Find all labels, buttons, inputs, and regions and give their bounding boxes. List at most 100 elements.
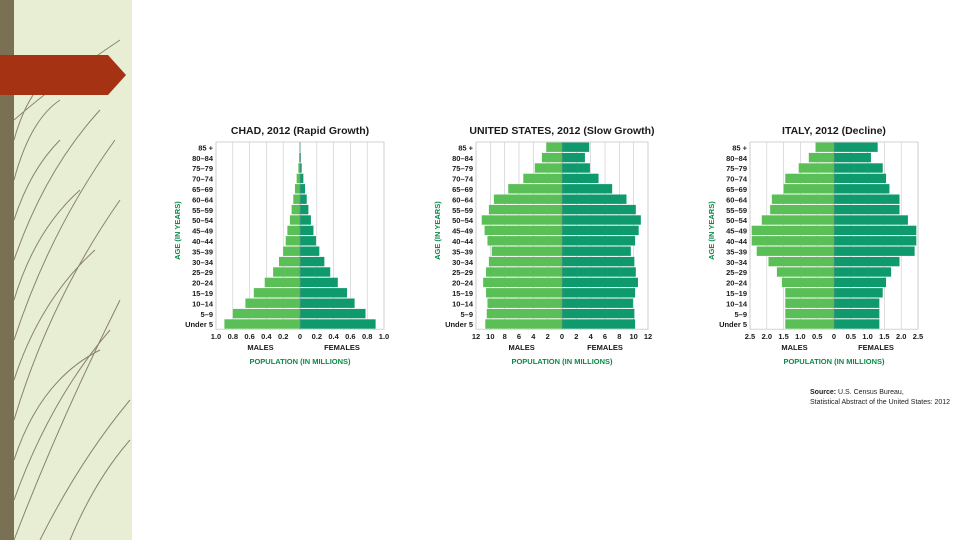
age-tick-label: Under 5 [445,320,473,329]
male-bar [487,236,562,246]
age-tick-label: 60–64 [726,195,748,204]
x-tick-label-right: 8 [617,332,621,341]
age-tick-label: 50–54 [726,216,748,225]
male-bar [785,288,834,298]
male-bar [761,215,834,225]
male-bar [781,277,834,288]
male-bar [279,256,300,267]
female-bar [300,277,338,288]
age-tick-label: 65–69 [726,185,747,194]
female-bar [562,163,590,173]
female-bar [562,204,636,215]
female-bar [562,267,636,277]
female-bar [834,204,900,215]
male-bar [768,256,834,267]
male-bar [283,246,300,256]
female-bar [300,225,314,236]
age-tick-label: 15–19 [726,289,747,298]
female-bar [562,319,636,329]
male-bar [224,319,300,329]
female-bar [562,298,633,308]
age-tick-label: 15–19 [452,289,473,298]
age-tick-label: 80–84 [726,154,748,163]
x-tick-label-right: 0.5 [846,332,856,341]
age-tick-label: 30–34 [726,258,748,267]
x-tick-label-left: 12 [472,332,480,341]
x-tick-label-left: 10 [486,332,494,341]
age-tick-label: 35–39 [192,247,213,256]
male-bar [546,142,562,152]
female-bar [300,256,325,267]
age-tick-label: 50–54 [452,216,474,225]
male-bar [541,152,562,163]
x-tick-label-left: 1.5 [778,332,788,341]
source-line2: Statistical Abstract of the United State… [810,399,951,406]
male-bar [488,256,562,267]
age-tick-label: Under 5 [719,320,747,329]
accent-arrow-shape [0,55,126,95]
male-bar [253,288,300,298]
age-tick-label: 35–39 [726,247,747,256]
male-bar [815,142,834,152]
x-tick-label-left: 1.0 [795,332,805,341]
male-bar [293,194,300,204]
female-bar [562,152,585,163]
y-axis-title: AGE (IN YEARS) [433,201,442,260]
age-tick-label: 45–49 [726,227,747,236]
source-label: Source: [810,389,837,396]
female-bar [834,225,917,236]
x-tick-label-right: 0.6 [345,332,355,341]
age-tick-label: 10–14 [192,299,214,308]
female-bar [834,267,892,277]
male-bar [785,319,834,329]
female-bar [300,308,366,319]
female-bar [834,152,871,163]
age-tick-label: 80–84 [452,154,474,163]
age-tick-label: 45–49 [192,227,213,236]
male-bar [245,298,300,308]
females-label: FEMALES [324,343,360,352]
y-axis-title: AGE (IN YEARS) [707,201,716,260]
x-tick-label-left: 4 [531,332,536,341]
female-bar [300,184,306,194]
age-tick-label: 55–59 [452,206,473,215]
age-tick-label: 75–79 [192,164,213,173]
age-tick-label: 20–24 [192,279,214,288]
female-bar [300,163,302,173]
male-bar [488,204,562,215]
x-tick-label-right: 10 [629,332,637,341]
x-tick-label-right: 0.4 [328,332,339,341]
slide-sidebar [0,0,132,540]
male-bar [481,215,562,225]
age-tick-label: 80–84 [192,154,214,163]
female-bar [562,277,638,288]
male-bar [298,163,300,173]
x-tick-label-right: 4 [589,332,594,341]
x-tick-label-left: 6 [517,332,521,341]
female-bar [300,298,355,308]
chart-title: ITALY, 2012 (Decline) [782,125,886,137]
age-tick-label: 70–74 [452,175,474,184]
age-tick-label: 75–79 [726,164,747,173]
male-bar [485,319,562,329]
age-tick-label: 10–14 [452,299,474,308]
female-bar [300,204,309,215]
age-tick-label: 30–34 [192,258,214,267]
male-bar [289,215,300,225]
source-note: Source: U.S. Census Bureau, Statistical … [810,388,950,408]
age-tick-label: 70–74 [192,175,214,184]
age-tick-label: 65–69 [192,185,213,194]
female-bar [834,288,883,298]
male-bar [484,225,562,236]
female-bar [834,215,908,225]
male-bar [487,298,562,308]
x-axis-title: POPULATION (IN MILLIONS) [783,357,885,366]
x-axis-title: POPULATION (IN MILLIONS) [511,357,613,366]
x-tick-label-left: 2.0 [762,332,772,341]
females-label: FEMALES [587,343,623,352]
age-tick-label: 60–64 [192,195,214,204]
population-pyramids: 85 +80–8475–7970–7465–6960–6455–5950–544… [173,125,923,366]
male-bar [785,173,834,184]
x-tick-label-left: 0.4 [261,332,272,341]
x-tick-label-left: 0.8 [228,332,238,341]
